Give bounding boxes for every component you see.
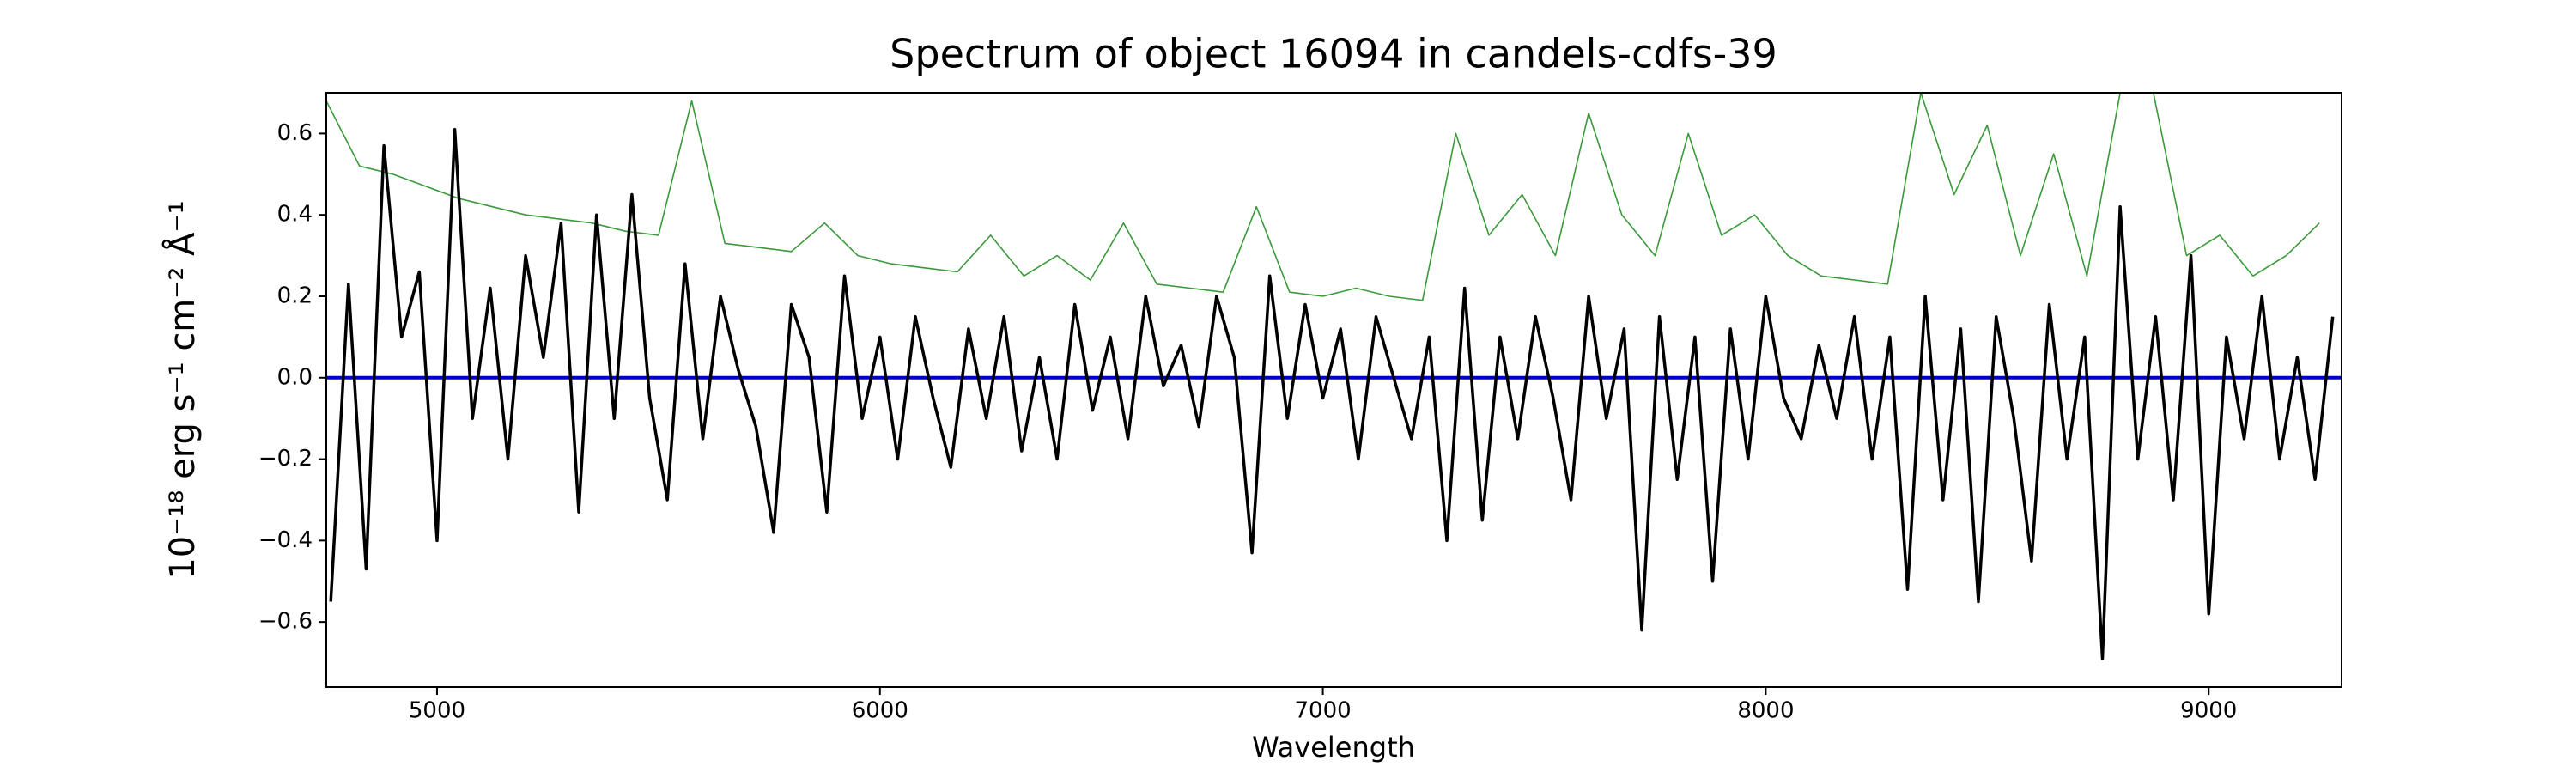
x-tick-label: 5000 [409, 698, 465, 724]
spectrum-line [326, 93, 2320, 301]
y-tick-label: −0.6 [258, 609, 313, 635]
x-tick-label: 6000 [852, 698, 908, 724]
y-axis-label: 10⁻¹⁸ erg s⁻¹ cm⁻² Å⁻¹ [161, 200, 203, 579]
spectrum-line [329, 127, 2335, 660]
y-tick-label: 0.2 [277, 283, 313, 308]
chart-title: Spectrum of object 16094 in candels-cdfs… [890, 31, 1777, 77]
y-tick-label: 0.6 [277, 120, 313, 146]
x-tick-label: 9000 [2180, 698, 2237, 724]
y-tick-label: −0.4 [258, 527, 313, 553]
x-tick-label: 7000 [1295, 698, 1352, 724]
y-tick-label: 0.0 [277, 364, 313, 390]
y-tick-label: 0.4 [277, 202, 313, 228]
axes-frame [325, 92, 2342, 688]
x-axis-label: Wavelength [1252, 731, 1415, 764]
y-tick-label: −0.2 [258, 446, 313, 472]
plot-area [326, 93, 2342, 660]
x-tick-label: 8000 [1737, 698, 1794, 724]
